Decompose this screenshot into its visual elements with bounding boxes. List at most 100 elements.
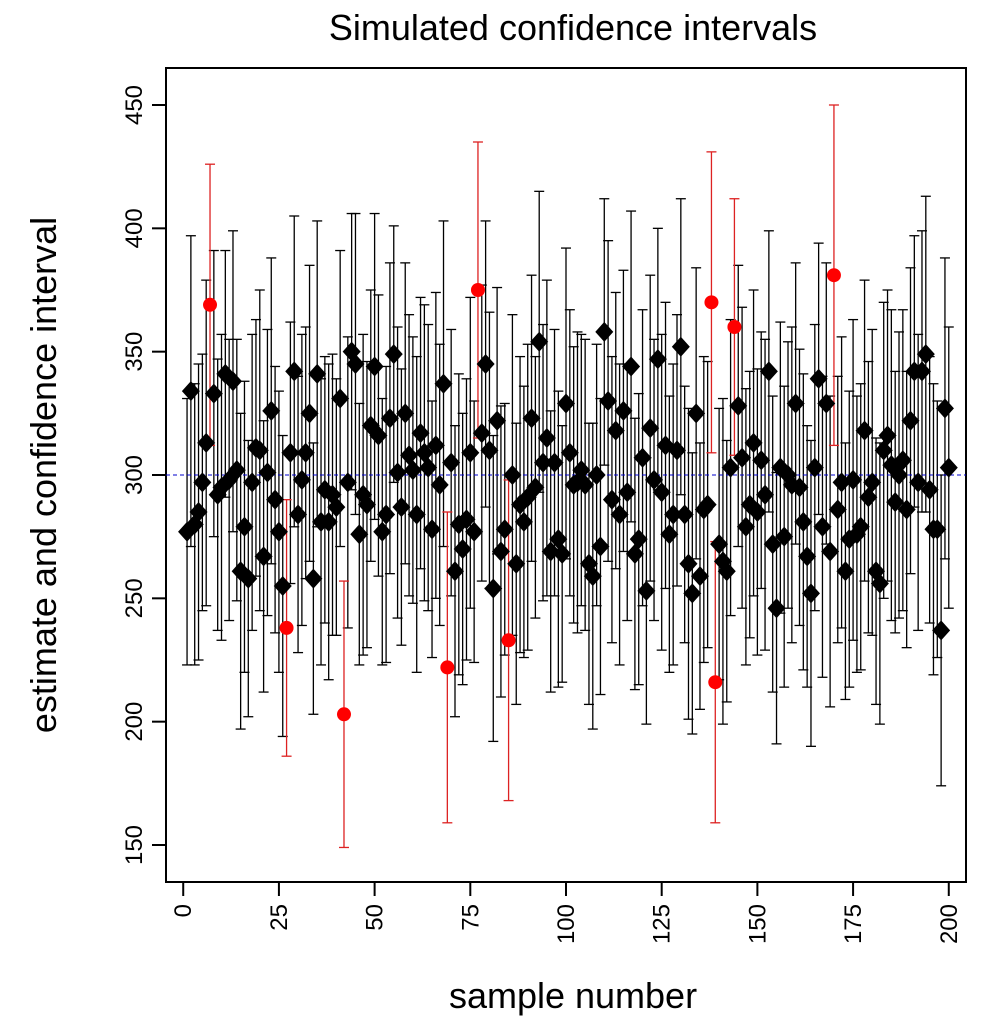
point [445,561,464,582]
point [243,472,262,493]
point [193,472,212,493]
point [909,472,928,493]
point [227,460,246,481]
point [491,541,510,562]
y-tick-label: 250 [121,578,148,618]
point [530,331,549,352]
point [430,474,449,495]
point [704,295,719,310]
point [794,511,813,532]
point [266,489,285,510]
point [928,519,947,540]
x-tick-label: 100 [553,904,580,944]
point [610,504,629,525]
point [775,526,794,547]
point [939,457,958,478]
point [470,283,485,297]
point [292,469,311,490]
point [708,675,723,690]
point [285,361,304,382]
point [629,529,648,550]
point [304,568,323,589]
point [671,336,690,357]
point [756,484,775,505]
point [411,423,430,444]
point [300,403,319,424]
point [377,504,396,525]
point [733,447,752,468]
point [648,349,667,370]
point [440,660,455,675]
point [687,403,706,424]
point [434,373,453,394]
point [465,521,484,542]
point [423,519,442,540]
point [501,633,516,648]
point [336,707,351,722]
point [472,423,491,444]
point [281,442,300,463]
point [223,371,242,392]
point [503,465,522,485]
point [935,398,954,419]
chart-title: Simulated confidence intervals [329,7,817,48]
point [748,502,767,522]
point [844,469,863,490]
y-tick-label: 300 [121,455,148,495]
point [920,479,939,500]
point [522,408,541,429]
point [729,395,748,416]
point [380,408,399,429]
point [660,524,679,545]
point [331,388,350,409]
point [863,472,882,493]
point [698,494,717,515]
point [480,440,499,461]
point [786,393,805,414]
point [495,519,514,540]
point [625,543,644,564]
point [269,521,288,542]
point [855,420,874,441]
point [645,469,664,490]
point [805,457,824,478]
point [319,511,338,532]
x-tick-label: 125 [649,904,676,944]
point [576,474,595,495]
point [614,400,633,421]
point [851,516,870,537]
point [373,521,392,542]
point [813,516,832,537]
point [442,452,461,473]
point [912,361,931,382]
point [675,504,694,525]
y-tick-label: 350 [121,332,148,372]
point [327,497,346,518]
point [679,553,698,574]
point [572,460,591,481]
point [932,620,951,641]
point [273,576,292,596]
point [622,356,641,377]
point [916,344,935,365]
point [893,450,912,471]
point [197,432,216,453]
point [901,410,920,431]
point [541,541,560,562]
point [817,393,836,414]
point [727,320,742,334]
point [400,445,419,466]
point [204,383,223,404]
point [560,442,579,463]
point [832,472,851,493]
y-tick-label: 200 [121,702,148,742]
point [426,435,445,456]
point [388,462,407,483]
point [357,494,376,515]
point [526,477,545,498]
point [369,425,388,446]
point [870,573,889,594]
point [254,546,273,567]
point [618,482,637,503]
point [553,543,572,564]
